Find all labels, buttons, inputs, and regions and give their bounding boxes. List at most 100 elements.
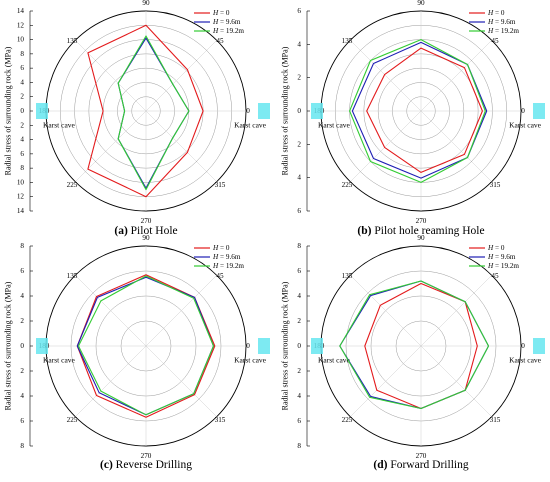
series-line-2: [351, 41, 488, 179]
legend-rest: = 0: [218, 9, 230, 17]
grid-spoke: [420, 275, 492, 347]
legend-label-1: H = 0: [212, 244, 230, 252]
legend-rest: = 19.2m: [218, 262, 244, 270]
karst-cave-label-right: Karst cave: [234, 121, 267, 130]
grid-spoke: [350, 345, 422, 417]
legend-rest: = 9.6m: [218, 18, 241, 26]
legend-var: H: [487, 253, 494, 261]
y-tick-label: 6: [20, 64, 24, 72]
polar-panel-4: 8 6 4 2 0 2 4 6 8 Radial stress of surrounding ro…: [281, 234, 545, 460]
legend-rest: = 9.6m: [218, 253, 241, 261]
karst-cave-left: [36, 103, 48, 119]
angle-label-0: 0: [521, 342, 525, 350]
angle-label-315: 315: [215, 416, 226, 424]
y-tick-label: 12: [17, 21, 25, 29]
karst-cave-label-left: Karst cave: [43, 121, 76, 130]
legend-label-1: H = 0: [487, 9, 505, 17]
y-tick-label: 4: [297, 292, 301, 300]
legend-rest: = 9.6m: [493, 253, 516, 261]
series-line-3: [77, 275, 215, 416]
grid-spoke: [420, 110, 492, 182]
caption-letter: (d): [373, 459, 387, 471]
y-tick-label: 14: [17, 207, 25, 215]
y-tick-label: 8: [20, 242, 24, 250]
angle-label-315: 315: [215, 181, 226, 189]
angle-label-225: 225: [67, 181, 78, 189]
y-axis-label: Radial stress of surrounding rock (MPa): [4, 281, 13, 410]
caption-letter: (c): [100, 459, 113, 471]
caption-text: Reverse Drilling: [113, 459, 192, 471]
y-tick-label: 10: [17, 36, 25, 44]
series-line-3: [349, 39, 486, 183]
legend-var: H: [487, 9, 494, 17]
y-tick-label: 2: [297, 317, 301, 325]
y-tick-label: 2: [20, 93, 24, 101]
series-line-3: [117, 35, 190, 191]
y-tick-label: 14: [17, 7, 25, 15]
y-tick-label: 6: [297, 267, 301, 275]
karst-cave-right: [258, 338, 270, 354]
y-tick-label: 2: [20, 367, 24, 375]
y-tick-label: 2: [20, 317, 24, 325]
polar-panel-2: 6 4 2 0 2 4 6 Radial stress of surrounding rock…: [281, 0, 545, 225]
y-tick-label: 2: [20, 121, 24, 129]
series-line-3: [339, 280, 490, 410]
karst-cave-label-right: Karst cave: [509, 121, 542, 130]
legend-var: H: [212, 18, 219, 26]
series-line-1: [87, 24, 204, 198]
caption-letter: (a): [114, 225, 128, 237]
grid-spoke: [145, 110, 217, 182]
y-tick-label: 6: [20, 150, 24, 158]
y-tick-label: 4: [297, 40, 301, 48]
legend-rest: = 0: [218, 244, 230, 252]
legend-var: H: [487, 244, 494, 252]
legend-rest: = 9.6m: [493, 18, 516, 26]
legend-rest: = 19.2m: [493, 262, 519, 270]
angle-label-45: 45: [491, 272, 499, 280]
caption-text: Forward Drilling: [387, 459, 468, 471]
grid-spoke: [350, 40, 422, 112]
y-tick-label: 0: [20, 342, 24, 350]
angle-label-270: 270: [141, 217, 152, 225]
angle-label-135: 135: [67, 272, 78, 280]
y-tick-label: 8: [297, 442, 301, 450]
y-tick-label: 10: [17, 178, 25, 186]
angle-label-270: 270: [416, 452, 427, 460]
grid-spoke: [420, 40, 492, 112]
grid-spoke: [75, 110, 147, 182]
angle-label-135: 135: [342, 37, 353, 45]
legend-var: H: [212, 244, 219, 252]
polar-panel-1: 14 12 10 8 6 4 2 0 2 4 6 8 10 12 14 Radial stress of su…: [4, 0, 270, 225]
y-tick-label: 6: [297, 417, 301, 425]
y-tick-label: 4: [297, 174, 301, 182]
series-line-1: [366, 47, 483, 173]
y-tick-label: 2: [297, 367, 301, 375]
legend-var: H: [212, 27, 219, 35]
y-tick-label: 2: [297, 140, 301, 148]
angle-label-315: 315: [490, 416, 501, 424]
karst-cave-label-left: Karst cave: [318, 356, 351, 365]
legend-var: H: [212, 9, 219, 17]
y-tick-label: 6: [20, 267, 24, 275]
angle-label-0: 0: [521, 107, 525, 115]
karst-cave-left: [36, 338, 48, 354]
legend-var: H: [487, 27, 494, 35]
grid-spoke: [350, 275, 422, 347]
y-axis-label: Radial stress of surrounding rock (MPa): [281, 46, 290, 175]
y-tick-label: 0: [20, 107, 24, 115]
legend-label-3: H = 19.2m: [212, 262, 244, 270]
angle-label-270: 270: [141, 452, 152, 460]
legend-label-3: H = 19.2m: [212, 27, 244, 35]
legend-label-1: H = 0: [487, 244, 505, 252]
legend-label-2: H = 9.6m: [212, 18, 241, 26]
legend-rest: = 0: [493, 9, 505, 17]
legend-label-3: H = 19.2m: [487, 262, 519, 270]
y-axis-label: Radial stress of surrounding rock (MPa): [281, 281, 290, 410]
panel-caption-3: (c) Reverse Drilling: [100, 459, 192, 471]
angle-label-270: 270: [416, 217, 427, 225]
y-tick-label: 2: [297, 74, 301, 82]
grid-spoke: [145, 345, 217, 417]
legend-label-3: H = 19.2m: [487, 27, 519, 35]
